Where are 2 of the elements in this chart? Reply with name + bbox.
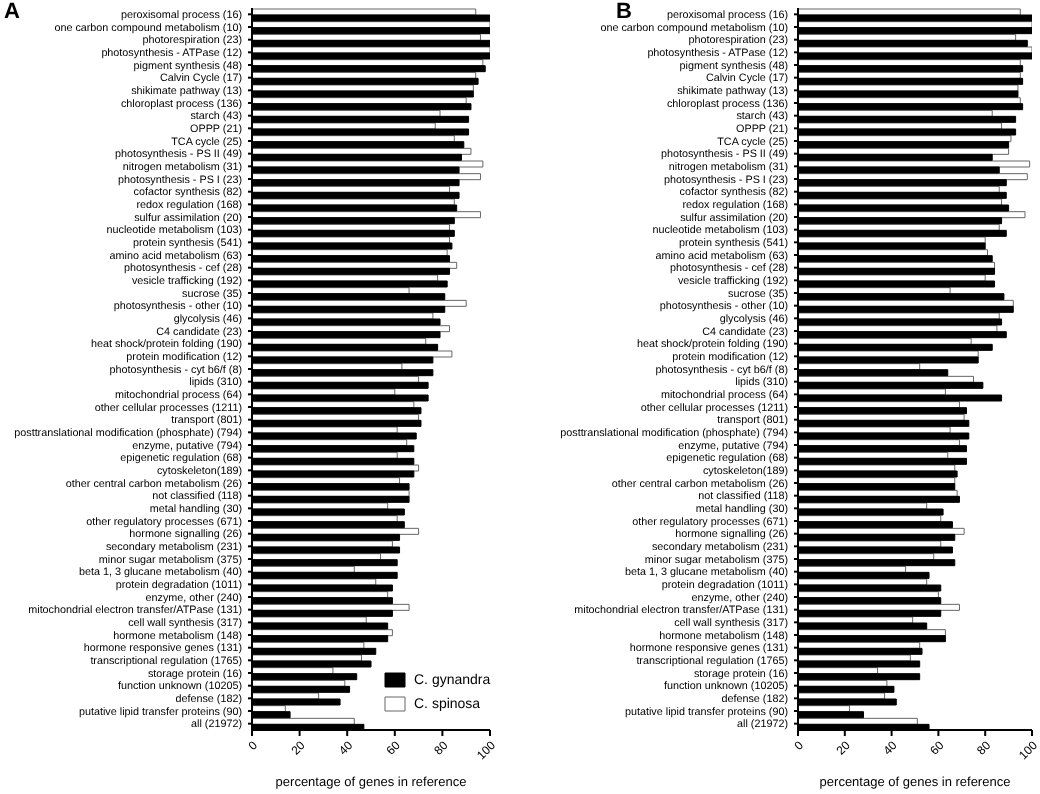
chart-title: B bbox=[616, 0, 632, 24]
text: A bbox=[4, 0, 20, 24]
